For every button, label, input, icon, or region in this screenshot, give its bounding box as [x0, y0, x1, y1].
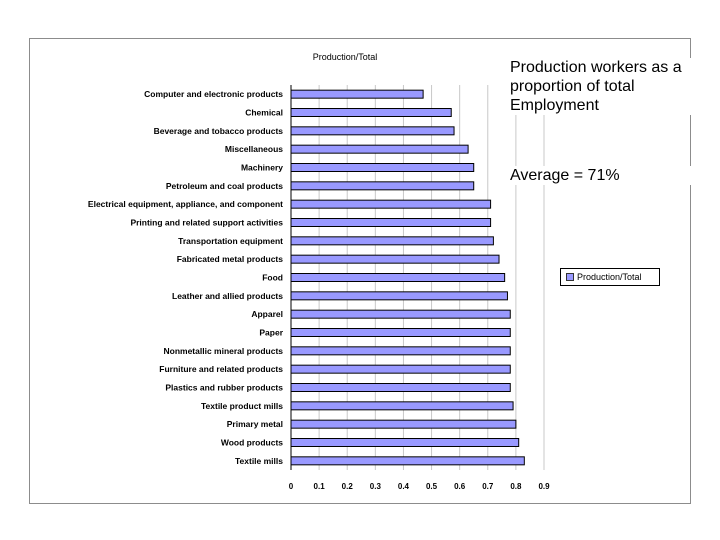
- category-label: Chemical: [245, 108, 283, 118]
- x-tick-label: 0.5: [426, 482, 438, 491]
- average-note: Average = 71%: [510, 166, 710, 185]
- bar: [290, 364, 511, 374]
- bar: [290, 144, 469, 154]
- category-label: Primary metal: [227, 419, 283, 429]
- category-label: Beverage and tobacco products: [154, 126, 284, 136]
- category-label: Textile product mills: [201, 401, 283, 411]
- chart-frame: [29, 38, 691, 504]
- x-tick-label: 0.2: [342, 482, 354, 491]
- category-label: Leather and allied products: [172, 291, 283, 301]
- x-tick-label: 0.1: [314, 482, 326, 491]
- category-label: Fabricated metal products: [177, 254, 284, 264]
- bar: [290, 181, 475, 191]
- bar: [290, 401, 514, 411]
- category-labels: Computer and electronic products Chemical…: [88, 89, 284, 466]
- category-label: Petroleum and coal products: [166, 181, 283, 191]
- category-label: Textile mills: [235, 456, 283, 466]
- category-label: Apparel: [251, 309, 283, 319]
- category-label: Paper: [259, 328, 283, 338]
- category-label: Machinery: [241, 163, 283, 173]
- bar: [290, 419, 517, 429]
- x-tick-label: 0.4: [398, 482, 410, 491]
- x-tick-label: 0.7: [482, 482, 494, 491]
- category-label: Furniture and related products: [159, 364, 283, 374]
- category-label: Printing and related support activities: [130, 218, 283, 228]
- bar: [290, 126, 455, 136]
- legend-label: Production/Total: [577, 272, 642, 282]
- bar: [290, 309, 511, 319]
- legend: Production/Total: [560, 268, 660, 286]
- category-label: Wood products: [221, 438, 283, 448]
- bar: [290, 328, 511, 337]
- bar: [290, 254, 500, 264]
- category-label: Plastics and rubber products: [165, 383, 283, 393]
- category-label: Electrical equipment, appliance, and com…: [88, 199, 283, 209]
- chart-title: Production/Total: [313, 52, 378, 62]
- x-tick-label: 0.8: [510, 482, 522, 491]
- x-tick-label: 0.9: [538, 482, 550, 491]
- x-tick-labels: 0 0.1 0.2 0.3 0.4 0.5 0.6 0.7 0.8 0.9: [289, 482, 550, 491]
- x-tick-label: 0.6: [454, 482, 466, 491]
- bar: [290, 438, 520, 447]
- bar: [290, 273, 506, 282]
- category-label: Nonmetallic mineral products: [164, 346, 284, 356]
- bar: [290, 291, 508, 301]
- bar: [290, 163, 475, 172]
- bar: [290, 236, 494, 246]
- bar: [290, 346, 511, 356]
- bar: [290, 108, 452, 117]
- bars: [290, 89, 525, 466]
- bar: [290, 89, 424, 99]
- category-label: Computer and electronic products: [144, 89, 283, 99]
- category-label: Transportation equipment: [178, 236, 283, 246]
- bar: [290, 218, 492, 227]
- category-label: Food: [262, 273, 283, 283]
- bar: [290, 383, 511, 392]
- legend-swatch: [566, 273, 574, 281]
- bar: [290, 199, 492, 209]
- production-workers-note: Production workers as a proportion of to…: [510, 58, 710, 115]
- category-label: Miscellaneous: [225, 144, 283, 154]
- x-tick-label: 0.3: [370, 482, 382, 491]
- x-tick-label: 0: [289, 482, 294, 491]
- bar: [290, 456, 525, 466]
